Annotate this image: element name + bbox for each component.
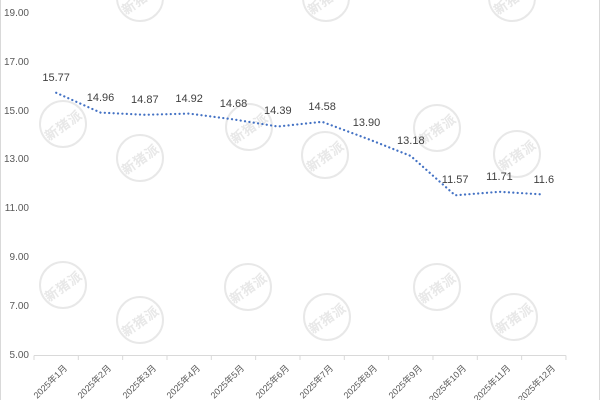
watermark-stamp: 新猪派 xyxy=(116,134,164,182)
watermark-stamp: 新猪派 xyxy=(116,296,164,344)
watermark-stamp: 新猪派 xyxy=(413,263,461,311)
watermark-stamp: 新猪派 xyxy=(303,293,351,341)
watermark-stamp: 新猪派 xyxy=(490,293,538,341)
watermark-stamp: 新猪派 xyxy=(225,103,273,151)
watermark-stamp: 新猪派 xyxy=(493,130,541,178)
watermark-stamp: 新猪派 xyxy=(224,263,272,311)
watermark-stamp: 新猪派 xyxy=(301,131,349,179)
watermark-stamp: 新猪派 xyxy=(39,100,87,148)
watermark-stamp: 新猪派 xyxy=(413,104,461,152)
watermark-stamp: 新猪派 xyxy=(39,261,87,309)
series-dotted-line xyxy=(55,91,545,197)
